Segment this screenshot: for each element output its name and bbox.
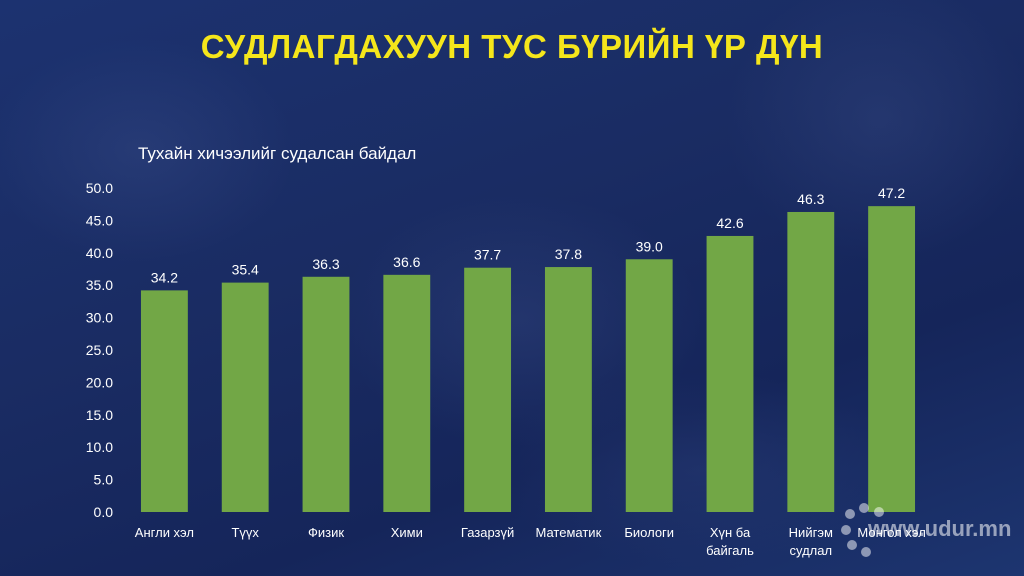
data-label: 36.3 bbox=[312, 256, 339, 272]
x-tick-label: Англи хэл bbox=[135, 525, 194, 540]
x-tick-label: судлал bbox=[790, 543, 833, 558]
data-label: 34.2 bbox=[151, 269, 178, 285]
x-axis: Англи хэл Түүх Физик Хими Газарзүй Математик Б… bbox=[135, 525, 926, 558]
y-tick-label: 10.0 bbox=[86, 439, 113, 455]
bar bbox=[140, 290, 188, 512]
page-title: СУДЛАГДАХУУН ТУС БҮРИЙН ҮР ДҮН bbox=[200, 28, 824, 65]
bar bbox=[787, 211, 835, 512]
y-tick-label: 20.0 bbox=[86, 374, 113, 390]
x-tick-label: Хими bbox=[391, 525, 423, 540]
watermark-logo-icon bbox=[841, 503, 884, 557]
y-tick-label: 5.0 bbox=[94, 472, 114, 488]
x-tick-label: Математик bbox=[536, 525, 602, 540]
bar bbox=[221, 282, 269, 512]
data-label: 37.7 bbox=[474, 247, 501, 263]
x-tick-label: Хүн ба bbox=[710, 525, 751, 540]
y-tick-label: 50.0 bbox=[86, 180, 113, 196]
series-label: Тухайн хичээлийг судалсан байдал bbox=[138, 144, 416, 163]
data-label: 47.2 bbox=[878, 185, 905, 201]
bar bbox=[706, 235, 754, 512]
y-tick-label: 25.0 bbox=[86, 342, 113, 358]
bar bbox=[544, 267, 592, 512]
x-tick-label: Нийгэм bbox=[789, 525, 833, 540]
x-tick-label: байгаль bbox=[706, 543, 754, 558]
y-tick-label: 15.0 bbox=[86, 407, 113, 423]
y-tick-label: 35.0 bbox=[86, 277, 113, 293]
y-tick-label: 30.0 bbox=[86, 310, 113, 326]
value-labels: 34.2 35.4 36.3 36.6 37.7 37.8 39.0 42.6 46.3 47.2 bbox=[151, 185, 906, 285]
data-label: 35.4 bbox=[232, 262, 259, 278]
data-label: 36.6 bbox=[393, 254, 420, 270]
x-tick-label: Газарзүй bbox=[461, 525, 514, 540]
data-label: 42.6 bbox=[716, 215, 743, 231]
data-label: 37.8 bbox=[555, 246, 582, 262]
bar bbox=[868, 206, 916, 513]
bars bbox=[140, 206, 916, 513]
data-label: 39.0 bbox=[636, 238, 663, 254]
bar bbox=[625, 259, 673, 512]
bar bbox=[464, 267, 512, 512]
data-label: 46.3 bbox=[797, 191, 824, 207]
bar bbox=[302, 276, 350, 512]
bar bbox=[383, 274, 431, 512]
y-tick-label: 45.0 bbox=[86, 212, 113, 228]
y-axis: 0.0 5.0 10.0 15.0 20.0 25.0 30.0 35.0 40.0 45.0 50… bbox=[86, 180, 113, 520]
x-tick-label: Биологи bbox=[624, 525, 674, 540]
watermark: www.udur.mn bbox=[838, 500, 1024, 560]
x-tick-label: Түүх bbox=[231, 525, 259, 540]
watermark-text: www.udur.mn bbox=[868, 516, 1012, 541]
x-tick-label: Монгол хэл bbox=[857, 525, 925, 540]
y-tick-label: 40.0 bbox=[86, 245, 113, 261]
y-tick-label: 0.0 bbox=[94, 504, 114, 520]
x-tick-label: Физик bbox=[308, 525, 344, 540]
